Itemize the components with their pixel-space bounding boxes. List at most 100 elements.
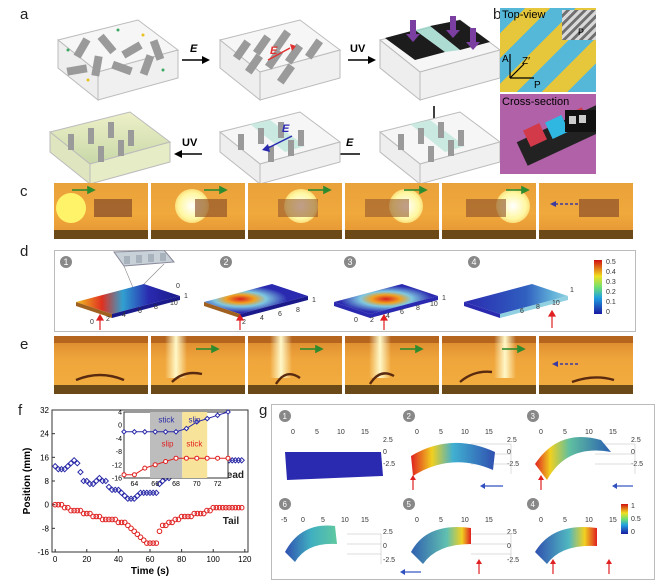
- d-tick: 6: [520, 308, 524, 315]
- inset-y-tick: 4: [118, 410, 122, 417]
- x-tick-label: 20: [82, 555, 91, 564]
- g-tick: 0: [383, 543, 387, 550]
- tail-point: [163, 522, 169, 529]
- g-step-6: 6: [283, 500, 288, 509]
- y-tick-label: -16: [37, 548, 49, 557]
- tail-point: [210, 504, 217, 511]
- g-tick: 15: [361, 517, 369, 524]
- head-point: [64, 462, 72, 470]
- tail-point: [52, 501, 58, 508]
- inset-tail-point: [163, 459, 169, 464]
- g-step-5: 5: [407, 500, 412, 509]
- axis-z-label: Z′: [522, 56, 530, 67]
- frame-c4: [345, 183, 439, 239]
- d-map-2: [204, 284, 308, 314]
- g-cbar-tick: 0.5: [631, 516, 641, 523]
- panel-d-thermal-maps: 1 2 3 4 0 2 4 6 8 10 1 0 2 4 6 8 1 0 2 4…: [60, 250, 616, 330]
- head-point: [134, 492, 141, 500]
- g-tick: 10: [337, 429, 345, 436]
- tail-point: [99, 516, 106, 523]
- tail-point: [121, 519, 128, 526]
- box-photomask: [378, 16, 500, 102]
- tail-point: [125, 522, 131, 529]
- g-step-4: 4: [531, 500, 536, 509]
- tail-point: [134, 531, 141, 538]
- g-tick: 15: [361, 429, 369, 436]
- tail-point: [87, 510, 93, 517]
- d-tick: 1: [442, 295, 446, 302]
- inset-tail-point: [215, 455, 221, 461]
- head-point: [89, 480, 97, 488]
- field-e-label: E: [270, 45, 278, 57]
- d-tick: 1: [312, 297, 316, 304]
- panel-e-overlays: [75, 344, 615, 385]
- tail-point: [58, 501, 65, 508]
- frame-e3: [248, 336, 342, 394]
- g-tick: 2.5: [383, 437, 393, 444]
- x-tick-label: 60: [146, 555, 155, 564]
- d-tick: 1: [570, 287, 574, 294]
- d-tick: 8: [154, 304, 158, 311]
- g-strip-1: [285, 452, 383, 480]
- tail-point: [71, 507, 77, 514]
- y-tick-label: 16: [40, 453, 49, 462]
- arrow-uv2-label: UV: [182, 137, 198, 149]
- tail-point: [223, 504, 229, 511]
- panel-c-label: c: [20, 183, 28, 200]
- series-label-tail: Tail: [223, 516, 240, 527]
- tail-point: [65, 504, 71, 511]
- g-tick: 2.5: [507, 437, 517, 444]
- y-tick-label: 8: [45, 477, 50, 486]
- tail-point: [188, 513, 194, 520]
- head-point: [102, 477, 110, 485]
- x-tick-label: 0: [53, 555, 58, 564]
- head-point: [238, 456, 245, 464]
- d-tick: 2: [370, 317, 374, 324]
- inset-x-tick: 64: [131, 481, 139, 488]
- inset-y-tick: -16: [112, 476, 122, 483]
- d-tick: 1: [184, 293, 188, 300]
- head-point: [153, 489, 160, 497]
- panel-e-label: e: [20, 336, 29, 353]
- tail-point: [226, 504, 232, 511]
- tail-point: [112, 516, 119, 523]
- tail-point: [204, 507, 210, 514]
- inset-head-point: [183, 425, 190, 432]
- inset-tail-point: [121, 472, 127, 478]
- y-tick-label: 24: [40, 430, 49, 439]
- d-tick: 4: [122, 312, 126, 319]
- g-strip-3: [535, 437, 611, 480]
- tail-point: [238, 504, 245, 511]
- d-tick: 6: [278, 311, 282, 318]
- g-tick: 10: [341, 517, 349, 524]
- g-tick: 0: [631, 449, 635, 456]
- g-step-2: 2: [407, 412, 412, 421]
- frame-c5: [442, 183, 536, 239]
- d-cbar-tick: 0: [606, 309, 610, 316]
- tail-point: [80, 510, 87, 517]
- g-tick: 5: [563, 517, 567, 524]
- axis-a-label: A: [502, 54, 509, 65]
- g-tick: 15: [485, 517, 493, 524]
- panel-f-label: f: [18, 402, 23, 419]
- tail-point: [118, 519, 125, 526]
- box-patterned-2: E: [218, 111, 342, 186]
- tail-point: [153, 540, 160, 546]
- tail-point: [77, 507, 84, 514]
- head-point: [115, 486, 122, 494]
- g-tick: 0: [415, 429, 419, 436]
- d-tick: 0: [354, 317, 358, 324]
- inset-x-tick: 66: [151, 481, 159, 488]
- x-tick-label: 120: [238, 555, 252, 564]
- series-label-head: Head: [220, 470, 244, 481]
- inset-head-point: [204, 415, 211, 422]
- d-step-3: 3: [348, 257, 353, 267]
- head-point: [77, 468, 84, 476]
- d-tick: 10: [430, 301, 438, 308]
- d-colorbar: [594, 260, 602, 314]
- frame-c2: [151, 183, 245, 239]
- head-point: [67, 459, 75, 467]
- inset-annotation: slip: [188, 416, 201, 425]
- frame-e4: [345, 336, 439, 394]
- head-point: [156, 480, 163, 488]
